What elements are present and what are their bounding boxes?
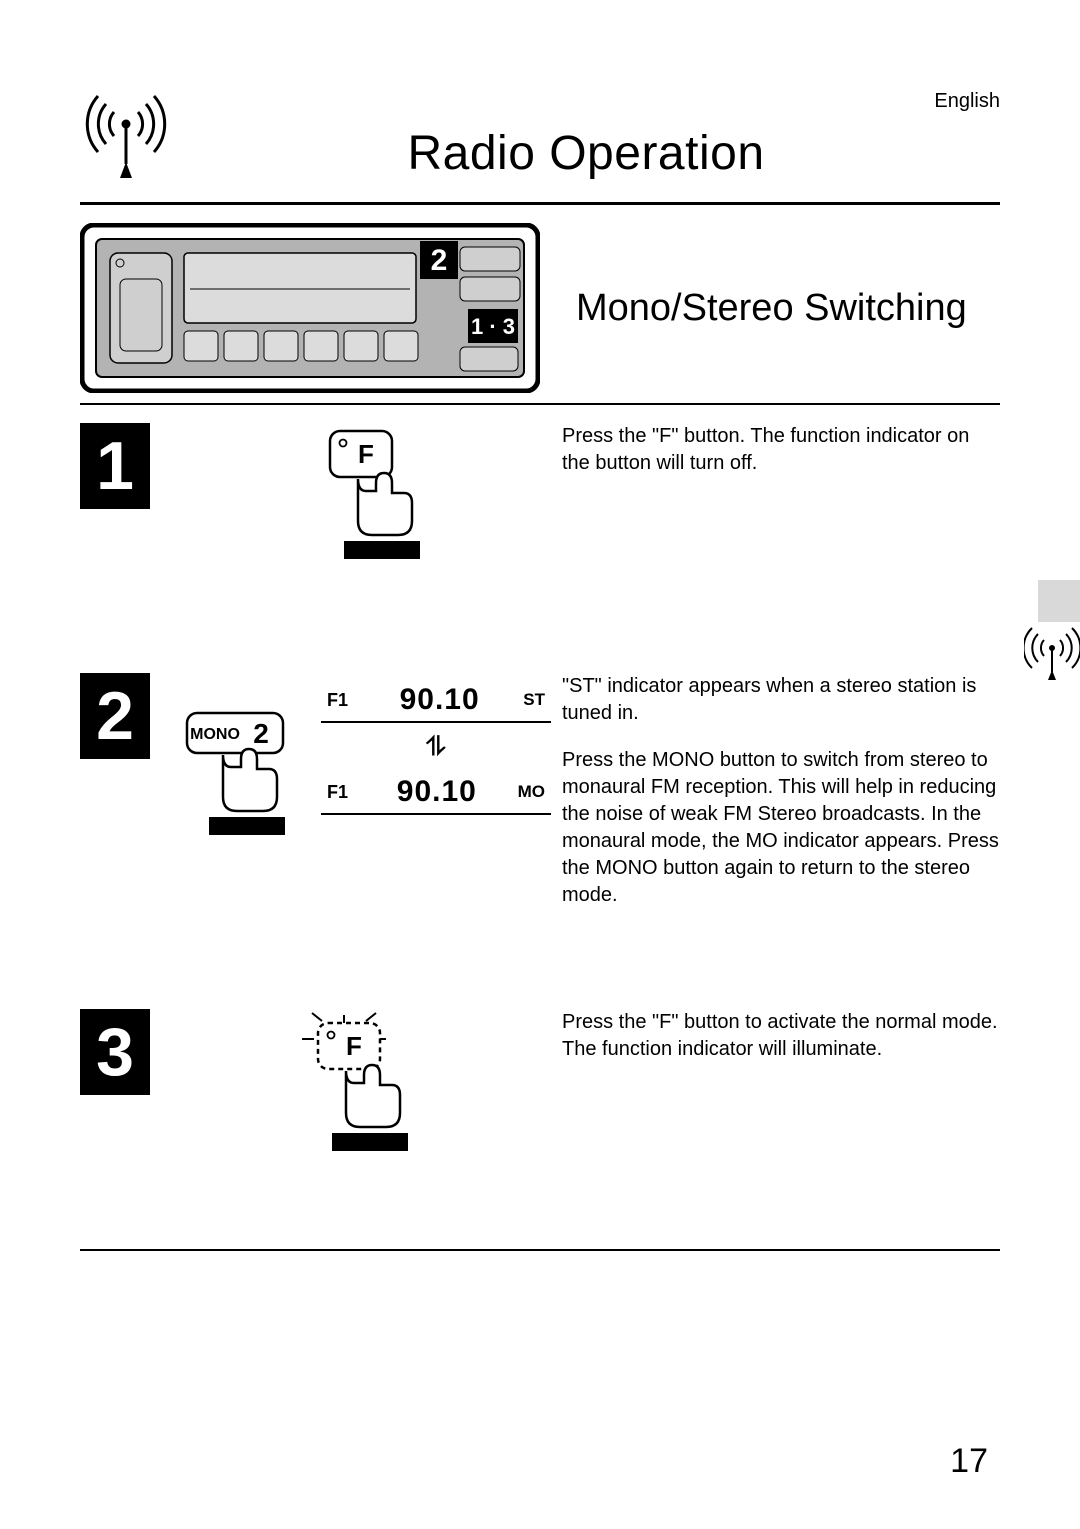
step-list: 1 F Press the "F" button. The function i… xyxy=(80,423,1000,1189)
up-down-arrow-icon: ⥮ xyxy=(321,731,551,763)
callout-top: 2 xyxy=(431,244,448,277)
step-number: 3 xyxy=(80,1009,150,1095)
display-row-stereo: F1 90.10 ST xyxy=(321,679,551,723)
divider xyxy=(80,202,1000,205)
paragraph: Press the "F" button to activate the nor… xyxy=(562,1009,1000,1063)
page-number: 17 xyxy=(950,1442,988,1481)
antenna-icon xyxy=(1024,626,1080,687)
band-label: F1 xyxy=(327,782,348,803)
antenna-icon xyxy=(80,90,172,182)
car-radio-illustration: 2 1 · 3 xyxy=(80,223,540,393)
stereo-indicator: ST xyxy=(523,690,545,710)
display-row-mono: F1 90.10 MO xyxy=(321,771,551,815)
svg-text:MONO: MONO xyxy=(190,726,240,743)
frequency-value: 90.10 xyxy=(356,775,518,809)
section-subtitle: Mono/Stereo Switching xyxy=(576,287,967,330)
svg-text:F: F xyxy=(346,1031,362,1061)
side-tab xyxy=(1038,580,1080,622)
page-title: Radio Operation xyxy=(172,126,1000,181)
step-text: Press the "F" button to activate the nor… xyxy=(562,1009,1000,1189)
step-number: 1 xyxy=(80,423,150,509)
page-header: English Radio Operation xyxy=(80,90,1000,182)
step-illustration: F xyxy=(196,1009,536,1189)
step-illustration: F xyxy=(196,423,536,593)
mono-indicator: MO xyxy=(518,782,545,802)
paragraph: Press the MONO button to switch from ste… xyxy=(562,747,1000,909)
divider xyxy=(80,1249,1000,1251)
svg-text:F: F xyxy=(358,439,374,469)
intro-row: 2 1 · 3 Mono/Stereo Switching xyxy=(80,223,1000,393)
frequency-value: 90.10 xyxy=(356,683,523,717)
step-illustration: MONO 2 F1 90.10 ST ⥮ xyxy=(196,673,536,929)
step-text: Press the "F" button. The function indic… xyxy=(562,423,1000,593)
svg-text:2: 2 xyxy=(253,718,269,749)
paragraph: Press the "F" button. The function indic… xyxy=(562,423,1000,477)
band-label: F1 xyxy=(327,690,348,711)
language-label: English xyxy=(934,90,1000,113)
step-number: 2 xyxy=(80,673,150,759)
step-text: "ST" indicator appears when a stereo sta… xyxy=(562,673,1000,929)
divider xyxy=(80,403,1000,405)
paragraph: "ST" indicator appears when a stereo sta… xyxy=(562,673,1000,727)
callout-bottom: 1 · 3 xyxy=(471,314,515,339)
